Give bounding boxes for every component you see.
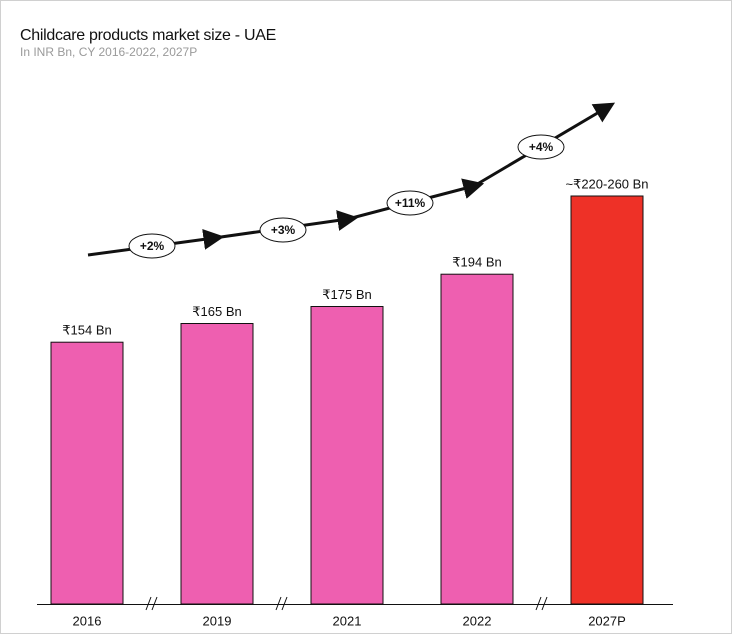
bar bbox=[180, 323, 254, 605]
value-label: ₹175 Bn bbox=[322, 287, 371, 302]
value-label: ₹154 Bn bbox=[62, 323, 111, 338]
bar bbox=[440, 273, 514, 605]
value-label: ₹165 Bn bbox=[192, 304, 241, 319]
x-tick-label: 2022 bbox=[463, 613, 492, 628]
growth-bubble bbox=[517, 134, 565, 160]
value-label: ₹194 Bn bbox=[452, 255, 501, 270]
chart-subtitle: In INR Bn, CY 2016-2022, 2027P bbox=[20, 45, 197, 59]
axis-breaks bbox=[145, 596, 548, 611]
growth-bubble bbox=[128, 233, 176, 259]
growth-label: +3% bbox=[271, 223, 296, 237]
growth-label: +11% bbox=[395, 196, 426, 210]
x-tick-label: 2027P bbox=[588, 613, 626, 628]
x-tick-label: 2021 bbox=[333, 613, 362, 628]
chart-title: Childcare products market size - UAE bbox=[20, 27, 276, 44]
x-tick-label: 2016 bbox=[73, 613, 102, 628]
growth-bubble bbox=[259, 217, 307, 243]
growth-label: +2% bbox=[140, 239, 165, 253]
growth-bubble bbox=[386, 190, 434, 216]
bar bbox=[310, 306, 384, 605]
x-tick-label: 2019 bbox=[203, 613, 232, 628]
growth-label: +4% bbox=[529, 140, 554, 154]
bar bbox=[50, 341, 124, 605]
bar bbox=[570, 195, 644, 605]
value-label: ~₹220-260 Bn bbox=[565, 176, 648, 191]
